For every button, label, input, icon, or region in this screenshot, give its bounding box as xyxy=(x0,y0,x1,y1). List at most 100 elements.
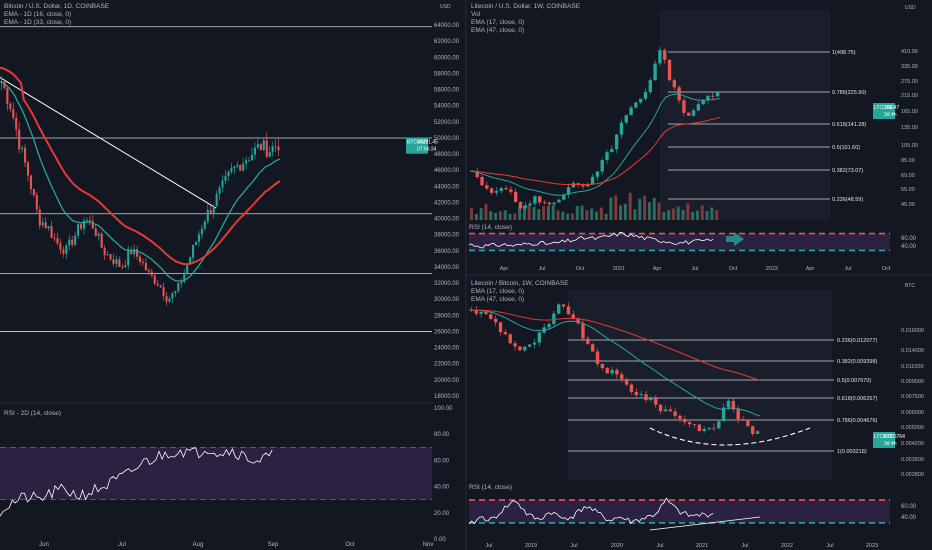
candle-body xyxy=(168,298,171,302)
candle-body xyxy=(242,163,245,171)
candle-body xyxy=(156,283,159,286)
btc-x-tick-sep: Sep xyxy=(268,542,279,548)
btc-symbol-title[interactable]: Bitcoin / U.S. Dollar, 1D, COINBASE xyxy=(4,3,110,10)
candle-body xyxy=(29,175,32,190)
candle-body xyxy=(32,189,35,196)
candle-body xyxy=(595,351,600,364)
candle-body xyxy=(658,50,662,64)
candle-body xyxy=(50,226,53,238)
candle-body xyxy=(53,237,56,239)
candle-body xyxy=(24,147,27,163)
candle-body xyxy=(624,379,629,385)
btc-price-tick: 38000.00 xyxy=(434,233,460,239)
ltcbtc-price-tick: 0.011000 xyxy=(901,364,924,370)
candle-body xyxy=(537,332,542,343)
candle-body xyxy=(649,397,653,401)
candle-body xyxy=(268,151,271,157)
btc-ema-fast-line xyxy=(0,81,281,282)
ltcusd-ema-fast-label[interactable]: EMA (17, close, 0) xyxy=(471,19,525,26)
candle-body xyxy=(527,344,532,347)
candle-body xyxy=(654,397,658,405)
ltcusd-x-tick: 2021 xyxy=(613,266,625,272)
candle-body xyxy=(610,149,614,153)
candle-body xyxy=(479,311,483,314)
candle-body xyxy=(667,59,672,81)
btc-x-tick-jul: Jul xyxy=(118,542,126,548)
candle-body xyxy=(706,95,710,101)
ltcusd-price-tick: 69.00 xyxy=(901,173,915,179)
candle-body xyxy=(262,140,265,151)
candle-body xyxy=(571,183,576,188)
ltcbtc-ema-fast-label[interactable]: EMA (17, close, 0) xyxy=(471,288,525,295)
ltcbtc-symbol-title[interactable]: Litecoin / Bitcoin, 1W, COINBASE xyxy=(471,280,569,287)
ltcbtc-rsi-label[interactable]: RSI (14, close) xyxy=(469,484,512,491)
candle-body xyxy=(174,291,177,294)
candle-body xyxy=(600,160,604,172)
ltcbtc-x-tick: Jul xyxy=(485,543,492,549)
candle-body xyxy=(233,166,236,169)
ltcbtc-candles xyxy=(469,302,760,437)
candle-body xyxy=(65,245,68,254)
candle-body xyxy=(71,239,74,245)
candle-body xyxy=(239,165,242,171)
ltcbtc-rsi-band xyxy=(469,500,890,523)
btc-x-tick-nov: Nov xyxy=(423,542,434,548)
ltcusd-rsi-line xyxy=(468,231,714,249)
candle-body xyxy=(236,165,239,167)
ltcusd-price-tick: 410.00 xyxy=(901,49,918,55)
candle-body xyxy=(82,220,86,229)
volume-bar xyxy=(695,210,699,220)
candle-body xyxy=(206,209,209,222)
ltcusd-ema-slow-label[interactable]: EMA (47, close, 0) xyxy=(471,27,525,34)
candle-body xyxy=(610,369,614,374)
btc-ema-slow-label[interactable]: EMA - 1D (33, close, 0) xyxy=(4,19,72,26)
candle-body xyxy=(186,264,189,273)
ltcusd-fib-label: 0.236(48.59) xyxy=(832,197,863,203)
candle-body xyxy=(6,88,9,104)
candle-body xyxy=(503,332,508,335)
ltcusd-fib-label: 0.382(73.07) xyxy=(832,168,863,174)
volume-bar xyxy=(561,211,565,220)
volume-bar xyxy=(623,203,627,220)
volume-bar xyxy=(551,205,555,220)
ltcusd-symbol-title[interactable]: Litecoin / U.S. Dollar, 1W, COINBASE xyxy=(471,3,581,10)
candle-body xyxy=(523,346,527,351)
candle-body xyxy=(162,287,165,297)
ltcbtc-chart-header: Litecoin / Bitcoin, 1W, COINBASE EMA (17… xyxy=(471,280,569,304)
candle-body xyxy=(88,220,91,222)
btc-last-price-badge-bg xyxy=(406,137,428,154)
candle-body xyxy=(590,344,595,352)
candle-body xyxy=(542,202,547,204)
ltcbtc-ema-slow-label[interactable]: EMA (47, close, 0) xyxy=(471,296,525,303)
candle-body xyxy=(715,92,720,97)
volume-bar xyxy=(599,207,603,220)
candle-body xyxy=(595,171,600,177)
btc-rsi-label[interactable]: RSI - 2D (14, close) xyxy=(4,410,62,417)
candle-body xyxy=(566,306,571,315)
ltcusd-x-tick: Oct xyxy=(729,266,738,272)
ltcusd-vol-label[interactable]: Vol xyxy=(471,11,481,18)
candle-body xyxy=(619,122,624,135)
candle-body xyxy=(97,233,100,236)
candle-body xyxy=(634,102,638,108)
ltcbtc-fib-label: 1(0.003218) xyxy=(837,449,867,455)
candle-body xyxy=(547,324,551,328)
candle-body xyxy=(518,346,522,351)
candle-body xyxy=(74,235,77,245)
candle-body xyxy=(100,233,103,248)
candle-body xyxy=(171,293,174,299)
btc-ema-fast-label[interactable]: EMA - 1D (16, close, 0) xyxy=(4,11,72,18)
ltcusd-rsi-label[interactable]: RSI (14, close) xyxy=(469,224,512,231)
ltcusd-chart-header: Litecoin / U.S. Dollar, 1W, COINBASE Vol… xyxy=(471,3,580,35)
volume-bar xyxy=(474,213,478,220)
candle-body xyxy=(68,239,71,246)
volume-bar xyxy=(498,211,502,220)
candle-body xyxy=(615,369,619,375)
candle-body xyxy=(683,419,687,423)
ltcbtc-x-tick: Jul xyxy=(570,543,577,549)
ltcbtc-price-tick: 0.005000 xyxy=(901,425,924,431)
candle-body xyxy=(26,162,30,176)
candle-body xyxy=(620,374,624,380)
candle-body xyxy=(106,254,109,256)
candle-body xyxy=(147,270,150,272)
